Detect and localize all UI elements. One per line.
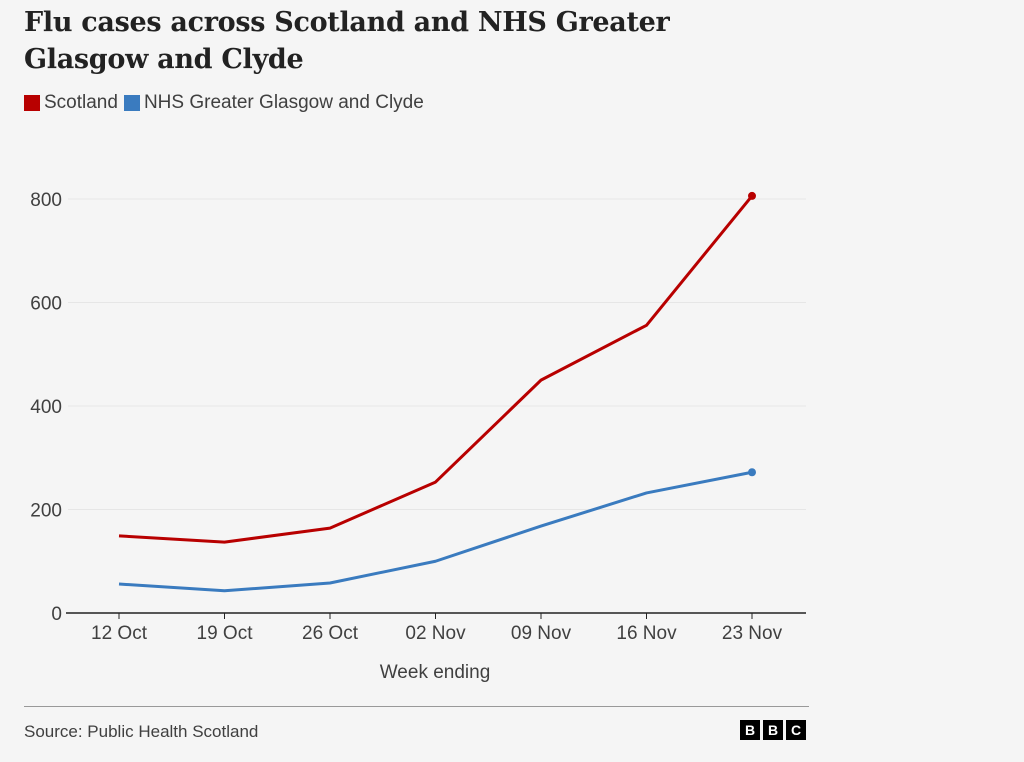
x-tick-label: 19 Oct [197,623,254,644]
series-line-ggc [118,470,753,593]
bbc-logo-letter: B [740,720,760,740]
x-tick-label: 09 Nov [511,623,572,644]
x-axis-title: Week ending [380,662,491,683]
y-tick-label: 200 [30,501,62,522]
legend-swatch-ggc [123,95,140,111]
y-tick-label: 800 [30,190,62,211]
x-tick-label: 02 Nov [405,623,466,644]
legend: Scotland NHS Greater Glasgow and Clyde [24,92,430,114]
series-line-scotland [118,194,754,544]
y-tick-label: 600 [30,294,62,315]
legend-label-scotland: Scotland [44,92,118,113]
series-endpoint-scotland [748,191,756,200]
bbc-logo-letter: C [786,720,806,740]
legend-label-ggc: NHS Greater Glasgow and Clyde [143,92,424,113]
y-tick-label: 0 [51,604,62,625]
legend-item-ggc: NHS Greater Glasgow and Clyde [123,92,424,114]
legend-item-scotland: Scotland [24,92,118,114]
y-tick-label: 400 [30,397,62,418]
bbc-logo-letter: B [763,720,783,740]
footer-divider [24,706,809,707]
x-tick-label: 16 Nov [616,623,677,644]
series-endpoint-ggc [748,468,756,477]
bbc-logo: B B C [740,720,806,740]
x-tick-label: 23 Nov [722,623,783,644]
x-tick-label: 12 Oct [91,623,148,644]
chart-title: Flu cases across Scotland and NHS Greate… [24,7,670,75]
line-chart: 0 200 400 600 800 12 Oct 19 Oct 26 Oct 02 Nov 09… [30,190,806,683]
source-note: Source: Public Health Scotland [24,722,259,741]
x-tick-label: 26 Oct [302,623,359,644]
legend-swatch-scotland [24,95,40,111]
